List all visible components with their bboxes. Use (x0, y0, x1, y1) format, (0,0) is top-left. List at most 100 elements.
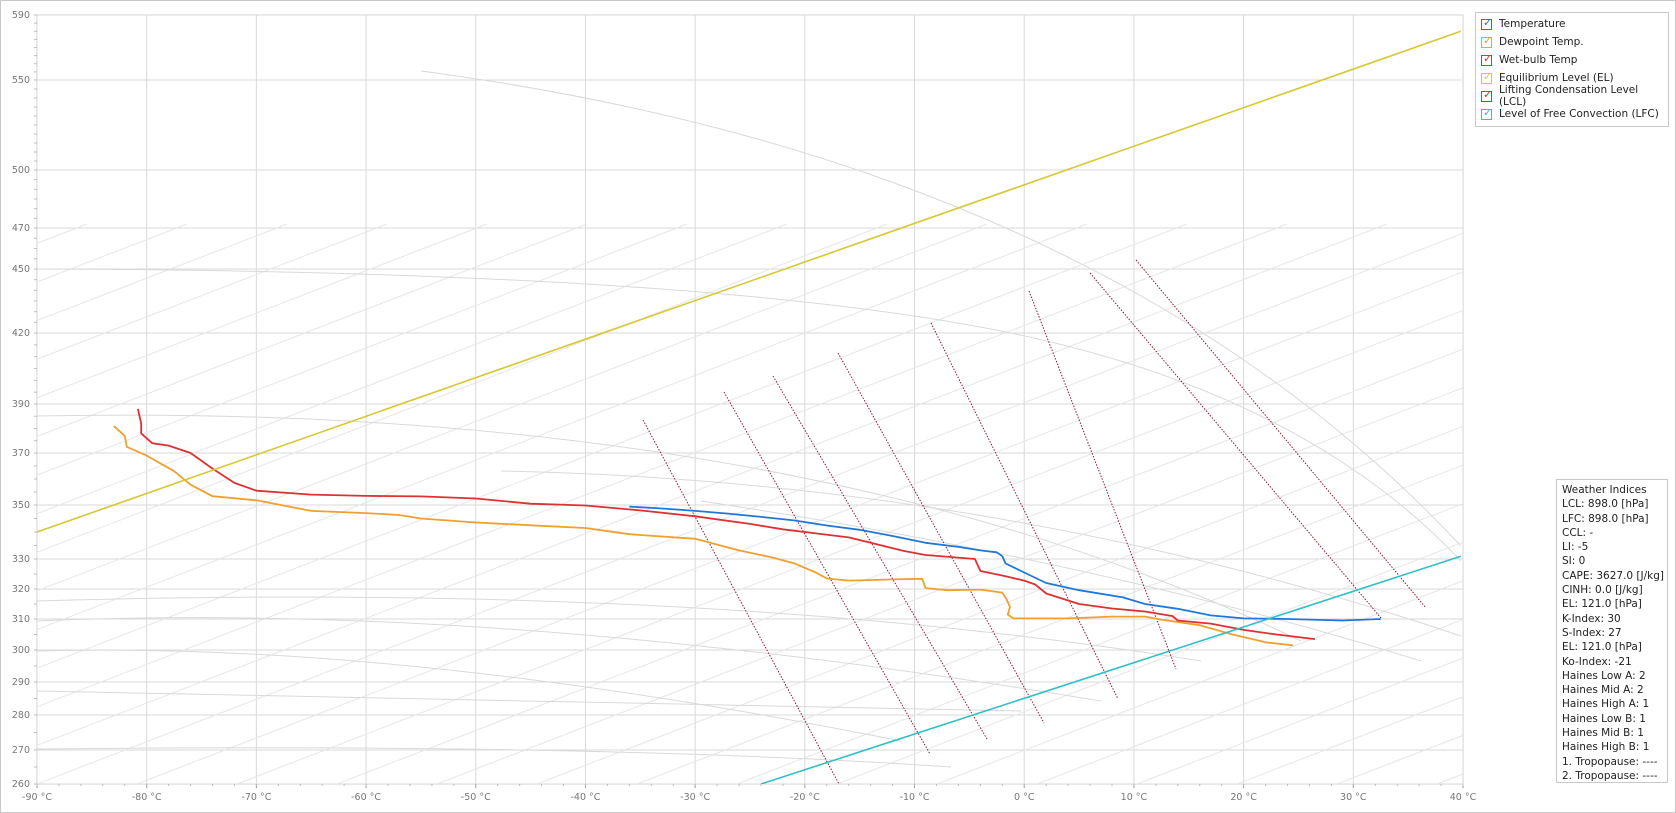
index-haines-high-b: Haines High B: 1 (1562, 741, 1650, 754)
legend-item-lfc[interactable]: ✓ Level of Free Convection (LFC) (1476, 105, 1668, 123)
index-si: SI: 0 (1562, 555, 1586, 568)
reference-curve (500, 470, 1462, 637)
reference-curve (37, 414, 1302, 642)
legend-checkbox-wetbulb[interactable]: ✓ (1481, 51, 1493, 66)
reference-diagonal (236, 309, 1463, 784)
x-tick-label: -20 °C (790, 792, 820, 803)
legend-item-lcl[interactable]: ✓ Lifting Condensation Level (LCL) (1476, 84, 1668, 108)
y-tick-label: 320 (12, 584, 30, 595)
index-ccl: CCL: - (1562, 526, 1594, 539)
plot-area (36, 14, 1464, 785)
index-k: K-Index: 30 (1562, 612, 1621, 625)
index-lcl: LCL: 898.0 [hPa] (1562, 498, 1649, 511)
y-tick-label: 280 (12, 710, 30, 721)
y-tick-label: 590 (12, 10, 30, 21)
index-cape: CAPE: 3627.0 [J/kg] (1562, 569, 1665, 582)
check-icon: ✓ (1483, 51, 1493, 65)
index-haines-low-b: Haines Low B: 1 (1562, 712, 1646, 725)
reference-diagonal (836, 541, 1463, 784)
reference-diagonal (37, 223, 788, 515)
reference-curve (37, 596, 1202, 662)
reference-diagonal (37, 223, 488, 399)
x-tick-label: 0 °C (1014, 792, 1035, 803)
y-tick-label: 390 (12, 399, 30, 410)
index-cinh: CINH: 0.0 [J/kg] (1562, 584, 1643, 597)
chart-legend: ✓ Temperature ✓ Dewpoint Temp. ✓ Wet-bul… (1475, 12, 1669, 127)
x-tick-label: -90 °C (22, 792, 52, 803)
legend-item-temperature[interactable]: ✓ Temperature (1476, 15, 1668, 33)
index-ko: Ko-Index: -21 (1562, 655, 1632, 668)
legend-label: Temperature (1499, 18, 1566, 30)
legend-item-el[interactable]: ✓ Equilibrium Level (EL) (1476, 69, 1668, 87)
reference-diagonal (37, 232, 1463, 784)
weather-indices-panel: Weather Indices LCL: 898.0 [hPa] LFC: 89… (1556, 479, 1668, 783)
series-temperature (629, 505, 1381, 622)
index-haines-high-a: Haines High A: 1 (1562, 698, 1650, 711)
legend-checkbox-el[interactable]: ✓ (1481, 69, 1493, 84)
index-tropopause-2: 2. Tropopause: ---- (1562, 769, 1658, 782)
legend-checkbox-dewpoint[interactable]: ✓ (1481, 33, 1493, 48)
legend-label: Wet-bulb Temp (1499, 54, 1578, 66)
y-tick-label: 300 (12, 645, 30, 656)
reference-diagonal (736, 503, 1463, 784)
x-tick-label: 20 °C (1230, 792, 1257, 803)
check-icon: ✓ (1483, 69, 1493, 83)
x-tick-label: -50 °C (461, 792, 491, 803)
mixing-ratio-line (1135, 259, 1427, 609)
x-tick-label: -10 °C (900, 792, 930, 803)
reference-diagonal (1136, 657, 1463, 784)
reference-diagonal (37, 223, 588, 437)
reference-curve (37, 747, 952, 768)
x-tick-label: -70 °C (241, 792, 271, 803)
legend-label: Equilibrium Level (EL) (1499, 72, 1614, 84)
reference-curve (420, 70, 1462, 547)
reference-diagonal (436, 387, 1463, 784)
reference-diagonal (636, 464, 1463, 784)
reference-diagonal (37, 223, 1388, 746)
index-el: EL: 121.0 [hPa] (1562, 598, 1642, 611)
reference-diagonal (336, 348, 1463, 784)
reference-diagonal (936, 580, 1463, 784)
legend-item-dewpoint[interactable]: ✓ Dewpoint Temp. (1476, 33, 1668, 51)
y-tick-label: 450 (12, 264, 30, 275)
legend-checkbox-temperature[interactable]: ✓ (1481, 16, 1492, 30)
legend-checkbox-lcl[interactable]: ✓ (1481, 88, 1492, 102)
mixing-ratio-line (772, 375, 988, 740)
reference-diagonal (37, 223, 688, 476)
mixing-ratio-line (930, 322, 1119, 700)
x-tick-label: -40 °C (571, 792, 601, 803)
y-tick-label: 330 (12, 554, 30, 565)
check-icon: ✓ (1483, 33, 1493, 47)
mixing-ratio-line (1089, 272, 1382, 619)
index-tropopause-1: 1. Tropopause: ---- (1562, 755, 1658, 768)
y-tick-label: 290 (12, 677, 30, 688)
reference-diagonal (536, 425, 1463, 784)
index-li: LI: -5 (1562, 541, 1589, 554)
legend-item-wetbulb[interactable]: ✓ Wet-bulb Temp (1476, 51, 1668, 69)
reference-diagonal (37, 223, 988, 592)
mixing-ratio-line (723, 391, 931, 755)
y-tick-label: 350 (12, 500, 30, 511)
series-wet-bulb-temp (137, 408, 1316, 640)
x-tick-label: 30 °C (1340, 792, 1367, 803)
reference-diagonal (37, 223, 288, 322)
x-tick-label: -60 °C (351, 792, 381, 803)
series-level-of-free-convection-lfc (760, 555, 1462, 784)
x-tick-label: -80 °C (132, 792, 162, 803)
indices-title: Weather Indices (1562, 484, 1647, 496)
reference-diagonal (136, 271, 1463, 784)
index-s: S-Index: 27 (1562, 626, 1622, 639)
x-tick-label: -30 °C (680, 792, 710, 803)
index-haines-low-a: Haines Low A: 2 (1562, 669, 1646, 682)
index-lfc: LFC: 898.0 [hPa] (1562, 512, 1649, 525)
y-tick-label: 550 (12, 75, 30, 86)
reference-curve (37, 649, 902, 742)
y-tick-label: 270 (12, 745, 30, 756)
y-tick-label: 260 (12, 779, 30, 790)
y-tick-label: 500 (12, 165, 30, 176)
reference-diagonal (1036, 618, 1463, 784)
legend-checkbox-lfc[interactable]: ✓ (1481, 106, 1492, 120)
index-haines-mid-b: Haines Mid B: 1 (1562, 727, 1644, 740)
